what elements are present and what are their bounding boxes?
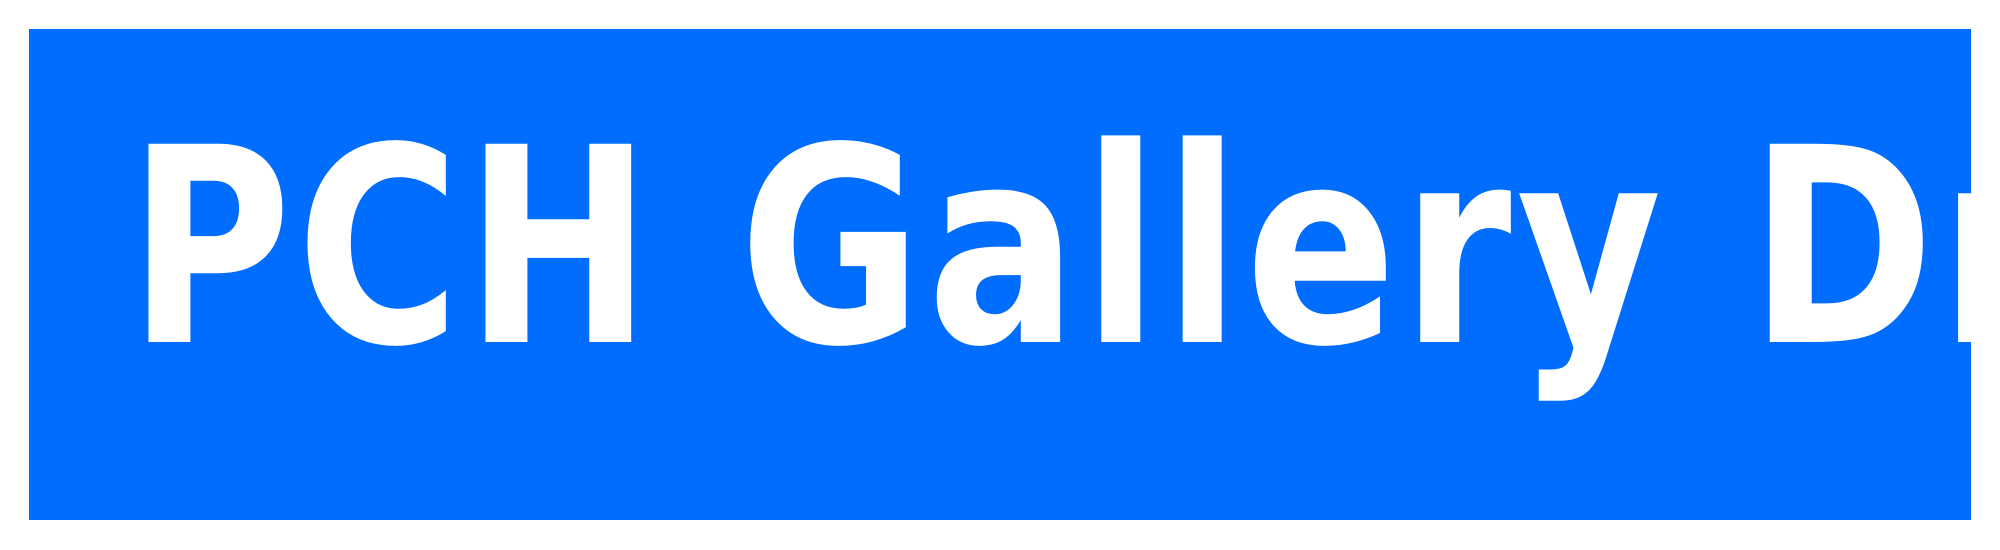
street-name-sign: PCH Gallery Dr. xyxy=(29,29,1971,520)
street-name-text: PCH Gallery Dr. xyxy=(128,91,1971,407)
